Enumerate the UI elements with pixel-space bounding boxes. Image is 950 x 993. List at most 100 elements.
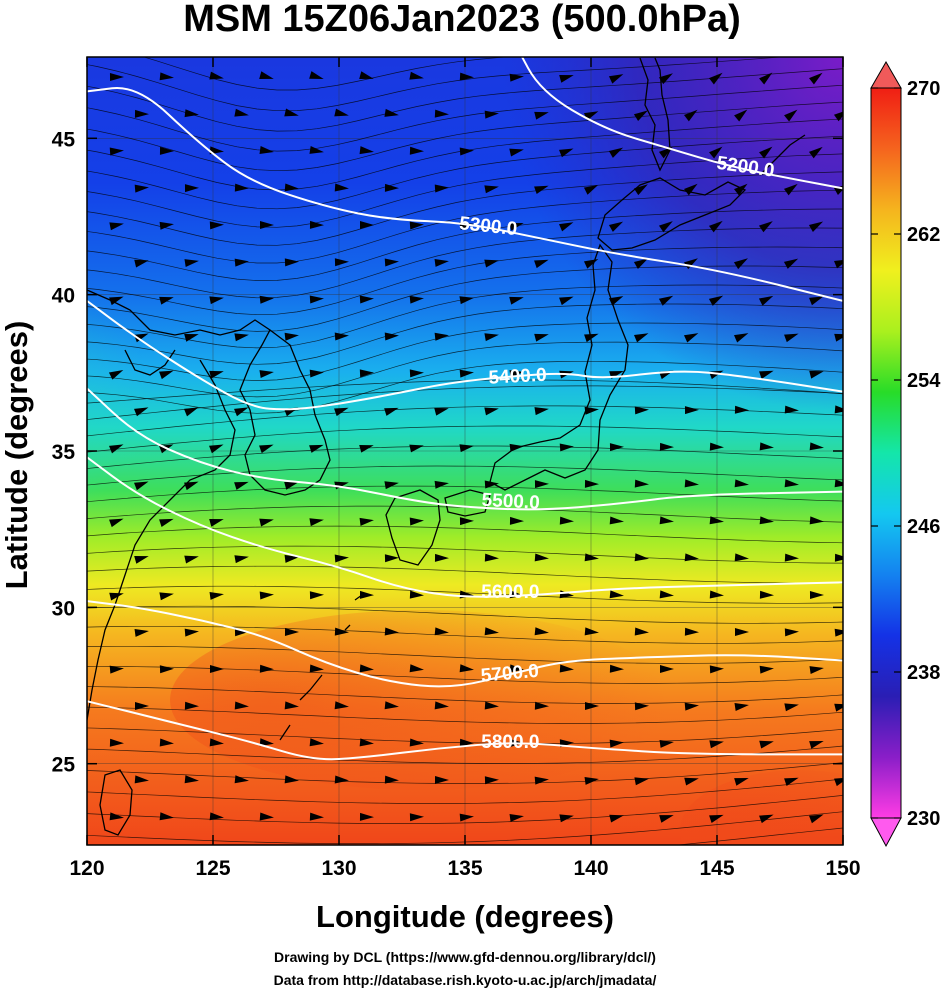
wind-arrow [359, 812, 374, 821]
wind-arrow [259, 146, 274, 154]
y-tick-label: 25 [52, 754, 76, 777]
wind-arrow [509, 813, 524, 822]
wind-arrow [409, 813, 424, 822]
wind-arrow [534, 111, 549, 120]
contour-5500 [87, 387, 843, 511]
contour-5700 [87, 600, 843, 688]
wind-arrow [809, 72, 823, 85]
wind-arrow [234, 183, 249, 192]
credit-drawing: Drawing by DCL (https://www.gfd-dennou.o… [274, 949, 656, 965]
wind-arrow [284, 775, 299, 784]
x-tick-label: 130 [321, 857, 356, 880]
wind-arrow [784, 405, 799, 414]
wind-arrow [209, 370, 224, 379]
wind-arrow [634, 553, 649, 562]
y-tick-label: 30 [52, 597, 75, 620]
colorbar-scale [870, 87, 902, 819]
wind-arrow [834, 479, 843, 488]
wind-arrow [809, 296, 824, 306]
wind-arrow [409, 221, 424, 230]
wind-arrow [309, 145, 324, 154]
wind-arrow [434, 109, 449, 118]
wind-arrow [434, 258, 449, 267]
wind-arrow [708, 295, 724, 306]
colorbar-tick-label: 262 [907, 224, 940, 246]
wind-arrow [284, 183, 299, 192]
wind-arrow [609, 590, 624, 599]
streamline [87, 686, 843, 704]
wind-arrow [684, 109, 698, 122]
wind-arrow [484, 185, 499, 194]
wind-arrow [484, 407, 499, 416]
wind-arrow [134, 333, 149, 343]
wind-arrow [184, 775, 199, 784]
coastline-taiwan [99, 769, 133, 836]
wind-arrow [559, 443, 574, 452]
wind-arrow [634, 848, 650, 860]
wind-arrow [434, 627, 449, 636]
coastline-japan-hokkaido [597, 177, 747, 251]
wind-arrow [559, 664, 574, 673]
wind-arrow [209, 71, 224, 80]
wind-arrow [159, 592, 174, 601]
wind-arrow [334, 258, 349, 267]
height-contours [87, 57, 843, 761]
wind-arrow [184, 334, 199, 342]
wind-arrow [834, 628, 843, 637]
streamline [87, 284, 843, 349]
wind-arrow [684, 406, 699, 415]
wind-arrow [684, 848, 700, 860]
wind-arrow [809, 666, 824, 674]
wind-arrow [159, 72, 174, 81]
streamline [87, 706, 843, 724]
wind-arrow [759, 370, 774, 380]
wind-arrow [409, 590, 424, 599]
wind-arrow [834, 259, 843, 269]
contour-5300 [87, 86, 843, 302]
wind-arrow [209, 664, 224, 673]
wind-arrow [509, 148, 524, 157]
wind-arrow [634, 479, 649, 488]
streamline [87, 227, 843, 299]
wind-arrow [559, 296, 574, 306]
wind-arrow [559, 516, 574, 525]
wind-arrow [784, 479, 799, 488]
wind-arrow [109, 296, 124, 306]
contour-5600 [87, 456, 843, 598]
wind-arrow [759, 72, 773, 85]
wind-arrow [534, 701, 549, 710]
wind-arrow [309, 220, 324, 229]
wind-arrow [334, 332, 349, 341]
wind-arrow [784, 628, 799, 637]
wind-arrow [184, 555, 199, 564]
streamline [87, 645, 843, 664]
coastline-ryukyu [279, 594, 363, 741]
wind-arrow [108, 369, 124, 380]
streamline [87, 84, 843, 152]
contour-label: 5400.0 [488, 365, 547, 389]
wind-arrow [709, 442, 724, 451]
wind-arrow [734, 628, 749, 637]
contour-label: 5700.0 [480, 661, 540, 687]
wind-arrow [784, 109, 798, 122]
wind-arrow [484, 553, 499, 562]
streamline [87, 545, 843, 564]
wind-arrow [209, 812, 224, 821]
wind-arrow [359, 590, 374, 599]
wind-arrow [109, 592, 124, 601]
wind-arrow [384, 407, 399, 416]
wind-arrow [733, 258, 748, 270]
wind-arrow [633, 184, 648, 196]
wind-arrow [733, 333, 749, 343]
wind-arrow [159, 738, 174, 747]
wind-arrow [659, 740, 674, 748]
wind-arrow [459, 147, 474, 156]
wind-arrow [759, 590, 774, 599]
wind-arrow [509, 664, 524, 673]
streamline [87, 360, 843, 414]
contour-label: 5500.0 [481, 490, 540, 514]
wind-arrow [484, 480, 499, 489]
wind-arrow [759, 146, 773, 159]
wind-arrow [484, 776, 499, 785]
wind-arrow [109, 73, 124, 82]
